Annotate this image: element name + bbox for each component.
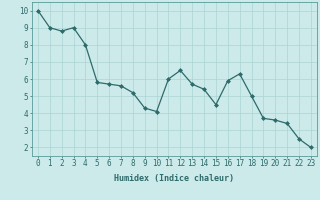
X-axis label: Humidex (Indice chaleur): Humidex (Indice chaleur) <box>115 174 234 183</box>
